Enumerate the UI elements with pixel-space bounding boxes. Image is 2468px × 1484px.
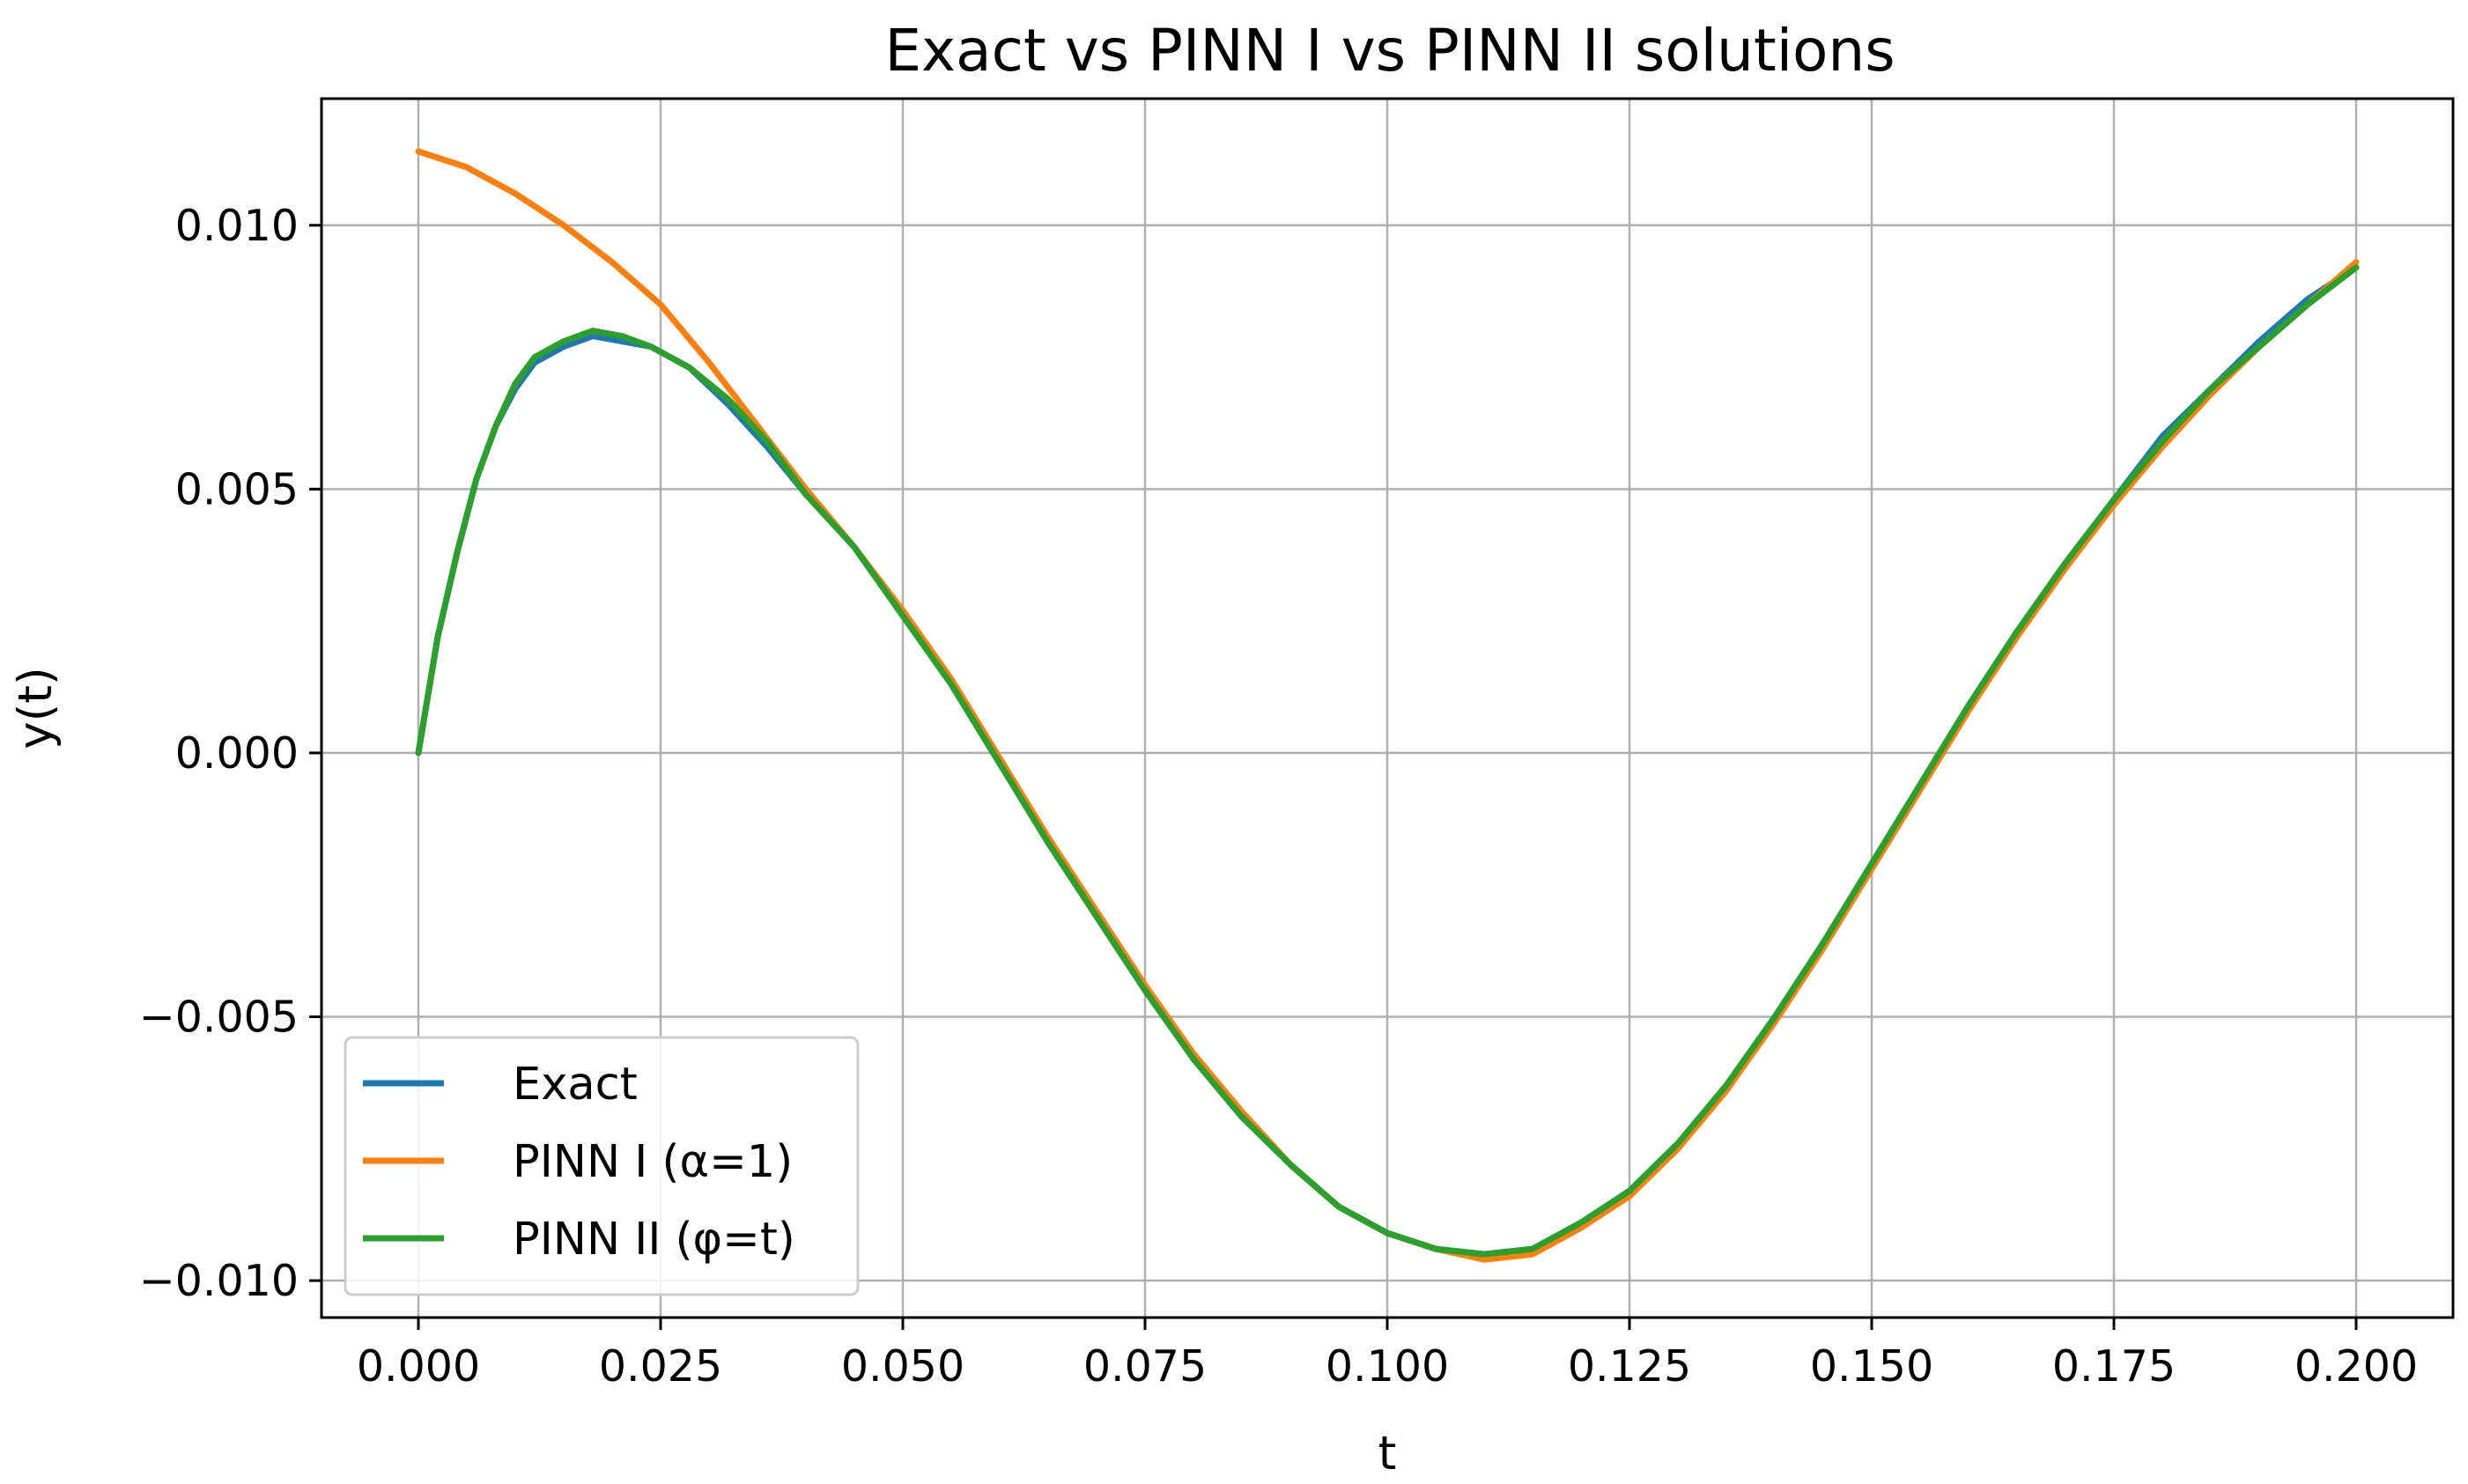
legend-label: PINN I (α=1) (513, 1136, 793, 1188)
x-tick-label: 0.100 (1326, 1341, 1449, 1392)
y-axis-label: y(t) (9, 667, 63, 749)
y-tick-label: 0.000 (175, 728, 299, 779)
legend: Exact PINN I (α=1) PINN II (φ=t) (344, 1036, 860, 1296)
x-tick-label: 0.175 (2052, 1341, 2176, 1392)
x-tick-label: 0.075 (1083, 1341, 1207, 1392)
x-tick-label: 0.000 (357, 1341, 480, 1392)
y-tick-label: −0.010 (139, 1256, 299, 1306)
x-axis-label: t (1378, 1427, 1397, 1480)
x-tick-label: 0.125 (1568, 1341, 1691, 1392)
legend-label: Exact (513, 1059, 638, 1111)
y-tick-label: 0.010 (175, 201, 299, 251)
legend-label: PINN II (φ=t) (513, 1214, 795, 1266)
legend-box (344, 1036, 860, 1296)
x-tick-label: 0.200 (2294, 1341, 2418, 1392)
grid (321, 99, 2453, 1318)
axis-ticks: 0.000 0.025 0.050 0.075 0.100 0.125 0.150 0.175… (139, 201, 2418, 1392)
y-tick-label: 0.005 (175, 464, 299, 514)
x-tick-label: 0.025 (599, 1341, 722, 1392)
chart-title: Exact vs PINN I vs PINN II solutions (884, 17, 1895, 85)
y-tick-label: −0.005 (139, 992, 299, 1042)
series-line-3 (415, 264, 2360, 1258)
x-tick-label: 0.150 (1810, 1341, 1933, 1392)
x-tick-label: 0.050 (841, 1341, 964, 1392)
plot-series (415, 148, 2360, 1263)
